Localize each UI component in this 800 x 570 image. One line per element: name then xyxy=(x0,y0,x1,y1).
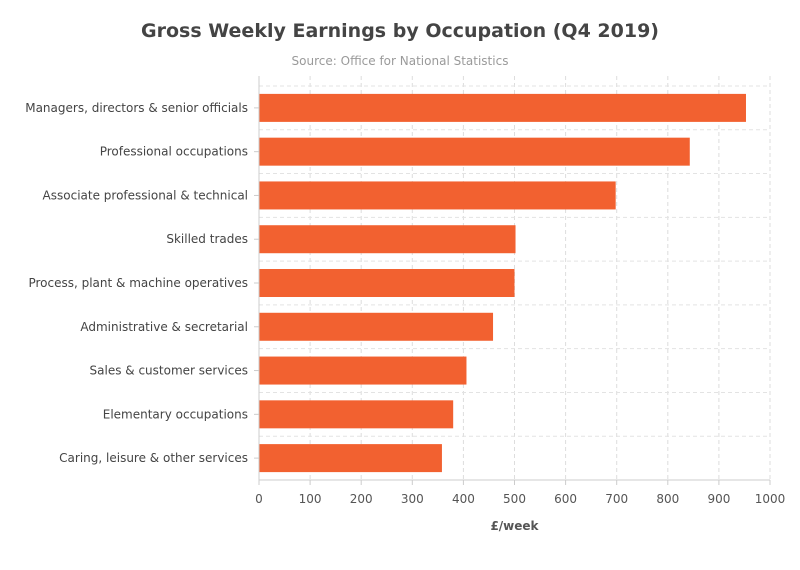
chart-title: Gross Weekly Earnings by Occupation (Q4 … xyxy=(141,20,659,42)
category-label: Professional occupations xyxy=(100,145,248,159)
bar xyxy=(259,312,494,341)
x-tick-label: 900 xyxy=(707,492,730,506)
x-tick-label: 800 xyxy=(656,492,679,506)
chart-subtitle: Source: Office for National Statistics xyxy=(291,54,509,68)
x-axis-title: £/week xyxy=(490,519,539,533)
bar xyxy=(259,93,746,122)
category-label: Caring, leisure & other services xyxy=(59,451,248,465)
category-label: Administrative & secretarial xyxy=(80,320,248,334)
x-tick-label: 200 xyxy=(350,492,373,506)
x-tick-label: 0 xyxy=(255,492,263,506)
bar xyxy=(259,444,442,473)
bar xyxy=(259,225,516,254)
x-tick-label: 600 xyxy=(554,492,577,506)
category-label: Skilled trades xyxy=(166,232,248,246)
x-tick-label: 1000 xyxy=(755,492,786,506)
x-tick-label: 400 xyxy=(452,492,475,506)
category-label: Elementary occupations xyxy=(103,407,248,421)
x-tick-label: 700 xyxy=(605,492,628,506)
bar xyxy=(259,181,616,210)
category-label: Sales & customer services xyxy=(90,364,248,378)
category-label: Managers, directors & senior officials xyxy=(25,101,248,115)
category-label: Process, plant & machine operatives xyxy=(28,276,248,290)
x-tick-label: 300 xyxy=(401,492,424,506)
bar xyxy=(259,137,690,166)
bar xyxy=(259,356,467,385)
x-tick-label: 100 xyxy=(299,492,322,506)
bar xyxy=(259,400,454,429)
x-tick-label: 500 xyxy=(503,492,526,506)
bar xyxy=(259,269,515,297)
category-label: Associate professional & technical xyxy=(43,188,248,202)
